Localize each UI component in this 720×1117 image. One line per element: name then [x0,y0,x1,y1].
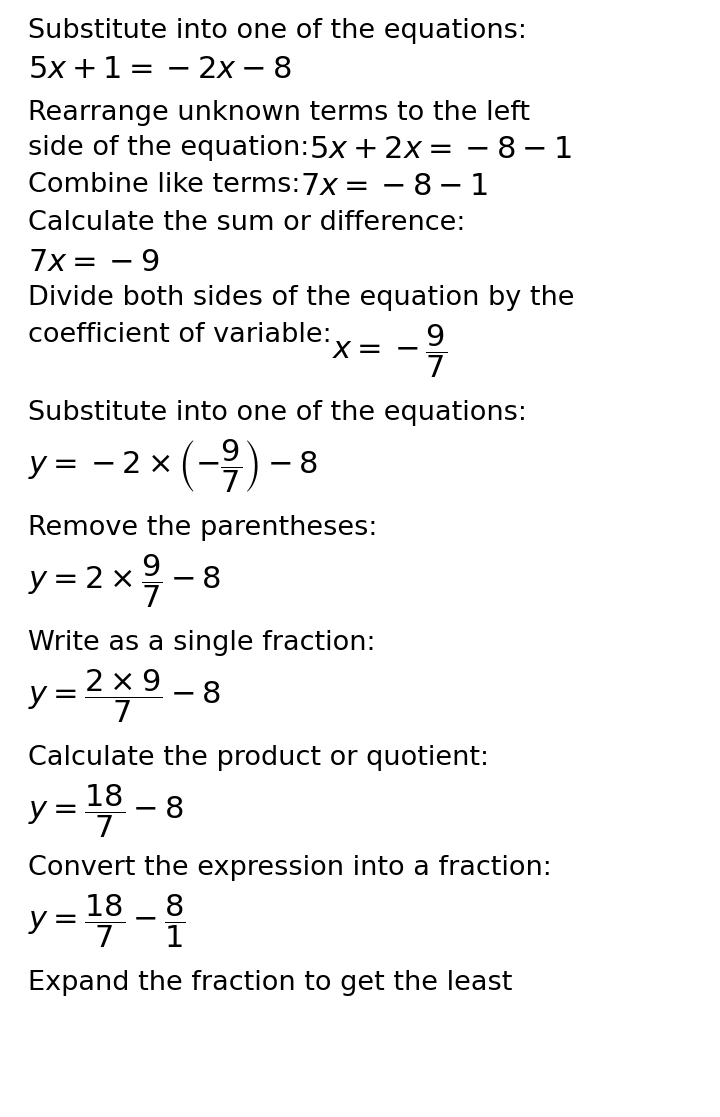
Text: $y = -2 \times \left(-\dfrac{9}{7}\right) - 8$: $y = -2 \times \left(-\dfrac{9}{7}\right… [28,437,318,495]
Text: $y = \dfrac{18}{7} - \dfrac{8}{1}$: $y = \dfrac{18}{7} - \dfrac{8}{1}$ [28,892,186,949]
Text: Divide both sides of the equation by the: Divide both sides of the equation by the [28,285,575,311]
Text: $y = \dfrac{2 \times 9}{7} - 8$: $y = \dfrac{2 \times 9}{7} - 8$ [28,667,221,725]
Text: $5x + 2x = -8 - 1$: $5x + 2x = -8 - 1$ [310,135,572,164]
Text: coefficient of variable:: coefficient of variable: [28,322,332,349]
Text: Expand the fraction to get the least: Expand the fraction to get the least [28,970,513,996]
Text: $7x = -9$: $7x = -9$ [28,248,160,277]
Text: $x = -\dfrac{9}{7}$: $x = -\dfrac{9}{7}$ [332,322,446,380]
Text: Remove the parentheses:: Remove the parentheses: [28,515,377,541]
Text: $5x + 1 = -2x - 8$: $5x + 1 = -2x - 8$ [28,55,292,84]
Text: Write as a single fraction:: Write as a single fraction: [28,630,376,656]
Text: Calculate the product or quotient:: Calculate the product or quotient: [28,745,489,771]
Text: Calculate the sum or difference:: Calculate the sum or difference: [28,210,465,236]
Text: Combine like terms:: Combine like terms: [28,172,300,198]
Text: Substitute into one of the equations:: Substitute into one of the equations: [28,400,527,426]
Text: Substitute into one of the equations:: Substitute into one of the equations: [28,18,527,44]
Text: $7x = -8 - 1$: $7x = -8 - 1$ [300,172,488,201]
Text: $y = \dfrac{18}{7} - 8$: $y = \dfrac{18}{7} - 8$ [28,782,184,840]
Text: Convert the expression into a fraction:: Convert the expression into a fraction: [28,855,552,881]
Text: Rearrange unknown terms to the left: Rearrange unknown terms to the left [28,101,530,126]
Text: side of the equation:: side of the equation: [28,135,310,161]
Text: $y = 2 \times \dfrac{9}{7} - 8$: $y = 2 \times \dfrac{9}{7} - 8$ [28,552,221,610]
